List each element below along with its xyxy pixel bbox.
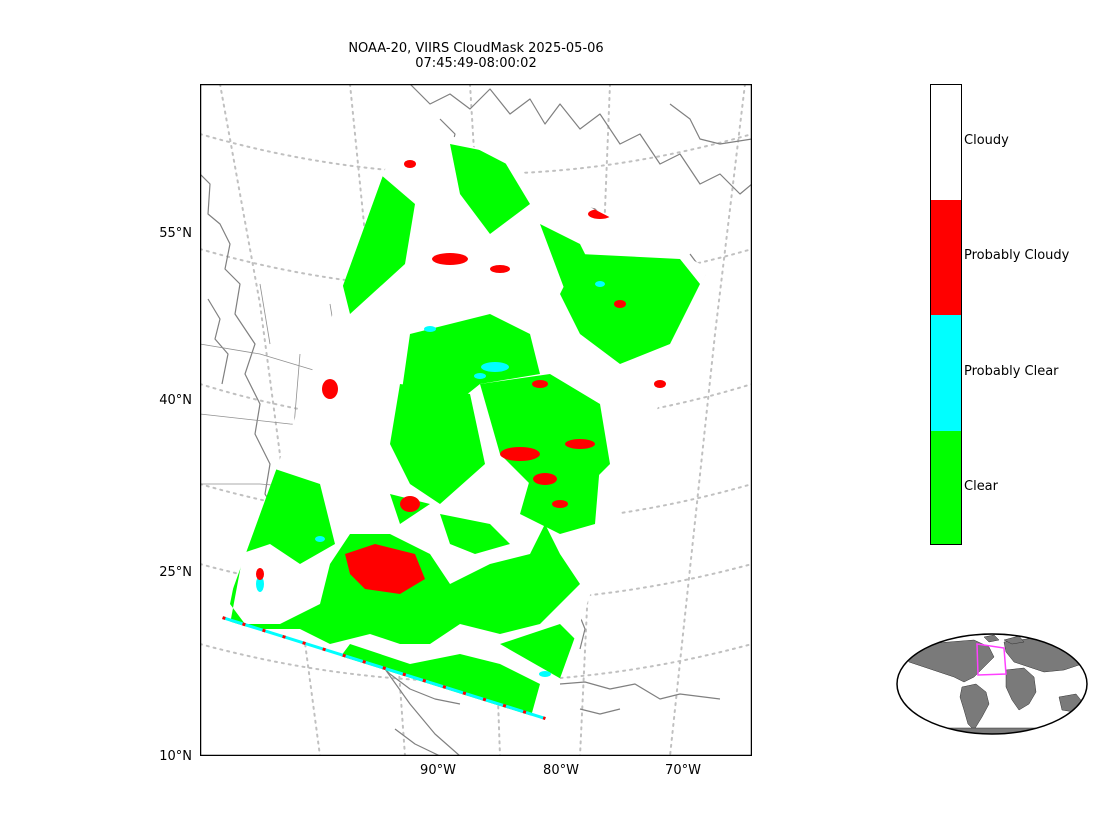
lat-label-40: 40°N xyxy=(159,393,192,408)
lat-label-10: 10°N xyxy=(159,749,192,764)
colorbar-label-clear: Clear xyxy=(964,479,998,494)
colorbar-swatch-cloudy xyxy=(931,85,961,200)
lat-label-25: 25°N xyxy=(159,565,192,580)
colorbar-swatch-probably-cloudy xyxy=(931,200,961,315)
colorbar-swatch-probably-clear xyxy=(931,315,961,431)
main-map xyxy=(200,84,752,756)
colorbar-label-probably-cloudy: Probably Cloudy xyxy=(964,248,1070,263)
lat-label-55: 55°N xyxy=(159,226,192,241)
colorbar xyxy=(930,84,962,545)
inset-world-map xyxy=(896,633,1088,735)
lon-label-80w: 80°W xyxy=(543,763,579,778)
inset-swath-outline xyxy=(976,643,1007,676)
lon-label-70w: 70°W xyxy=(665,763,701,778)
colorbar-label-probably-clear: Probably Clear xyxy=(964,364,1059,379)
map-title: NOAA-20, VIIRS CloudMask 2025-05-06 xyxy=(348,41,604,56)
colorbar-label-cloudy: Cloudy xyxy=(964,133,1009,148)
colorbar-swatch-clear xyxy=(931,431,961,544)
lon-label-90w: 90°W xyxy=(420,763,456,778)
map-subtitle: 07:45:49-08:00:02 xyxy=(415,56,537,71)
map-frame xyxy=(200,84,752,756)
